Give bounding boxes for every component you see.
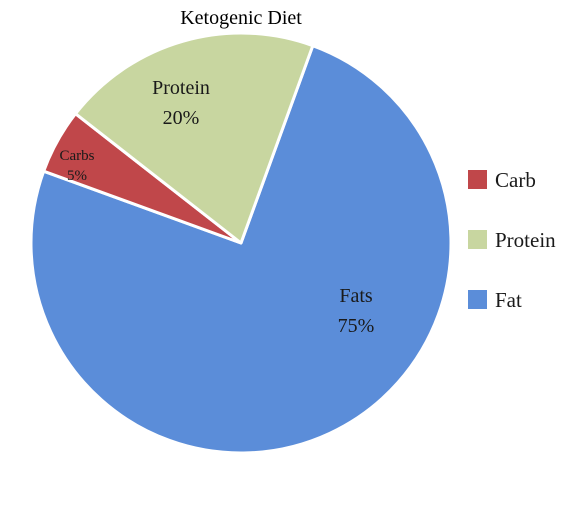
slice-labels: Fats 75% Carbs 5% Protein 20%: [60, 77, 375, 337]
pie-slices: [29, 31, 453, 455]
legend-swatch-carb: [468, 170, 487, 189]
legend-label-protein: Protein: [495, 228, 556, 252]
legend-label-carb: Carb: [495, 168, 536, 192]
pie-slice-protein: [74, 31, 315, 245]
legend-label-fat: Fat: [495, 288, 522, 312]
slice-label-carbs: Carbs: [60, 148, 95, 164]
pie-slice-fats: [29, 44, 453, 455]
slice-label-protein: Protein: [152, 77, 210, 99]
slice-value-fats: 75%: [338, 315, 375, 337]
chart-title: Ketogenic Diet: [180, 7, 302, 29]
legend: Carb Protein Fat: [468, 168, 556, 312]
slice-label-fats: Fats: [339, 285, 373, 307]
legend-swatch-protein: [468, 230, 487, 249]
slice-value-protein: 20%: [163, 107, 200, 129]
slice-value-carbs: 5%: [67, 168, 87, 184]
legend-swatch-fat: [468, 290, 487, 309]
